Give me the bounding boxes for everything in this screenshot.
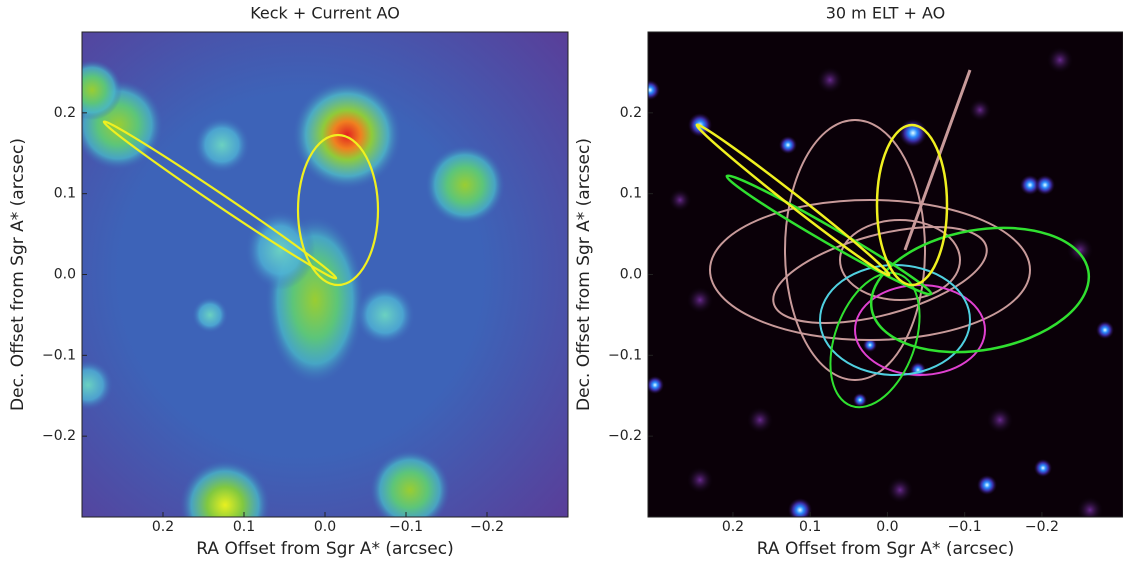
y-tick-label: 0.0 <box>620 267 642 283</box>
x-axis-label: RA Offset from Sgr A* (arcsec) <box>196 539 453 559</box>
x-tick-label: 0.2 <box>152 519 174 535</box>
y-tick-label: 0.1 <box>54 186 76 202</box>
x-axis-label: RA Offset from Sgr A* (arcsec) <box>757 539 1014 559</box>
x-tick-label: 0.0 <box>876 519 898 535</box>
y-tick-label: −0.1 <box>42 347 76 363</box>
x-tick-label: −0.1 <box>948 519 982 535</box>
y-axis-label: Dec. Offset from Sgr A* (arcsec) <box>574 138 594 411</box>
x-tick-label: −0.1 <box>389 519 423 535</box>
x-tick-label: 0.1 <box>233 519 255 535</box>
x-tick-label: 0.1 <box>799 519 821 535</box>
y-tick-label: 0.0 <box>54 267 76 283</box>
keck-image <box>82 32 568 517</box>
y-tick-label: −0.2 <box>42 428 76 444</box>
chart-title: 30 m ELT + AO <box>826 4 946 23</box>
x-tick-label: 0.2 <box>722 519 744 535</box>
chart-title: Keck + Current AO <box>250 4 400 23</box>
y-tick-label: 0.2 <box>54 105 76 121</box>
y-tick-label: 0.1 <box>620 186 642 202</box>
y-axis-label: Dec. Offset from Sgr A* (arcsec) <box>8 138 28 411</box>
elt-image <box>648 32 1123 517</box>
x-tick-label: −0.2 <box>1025 519 1059 535</box>
x-tick-label: −0.2 <box>470 519 504 535</box>
x-tick-label: 0.0 <box>314 519 336 535</box>
y-tick-label: −0.2 <box>608 428 642 444</box>
y-tick-label: −0.1 <box>608 347 642 363</box>
y-tick-label: 0.2 <box>620 105 642 121</box>
